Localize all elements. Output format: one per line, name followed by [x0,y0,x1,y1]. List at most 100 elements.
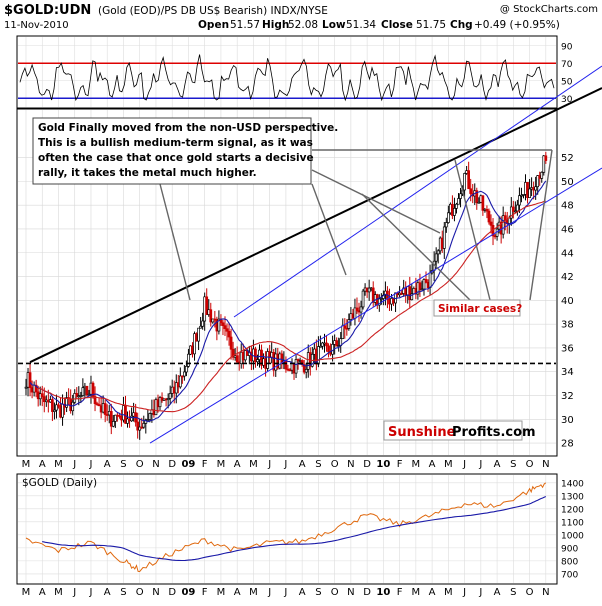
price-candle-body [211,318,215,323]
rsi-layer [18,54,556,102]
price-x-tick-label: D [168,459,176,470]
price-candle-body [42,396,46,403]
price-candle-body [503,215,507,221]
price-x-tick-label: A [494,459,501,470]
lower-x-tick-label: A [39,587,46,598]
price-candle-body [518,195,521,206]
price-candle-body [469,188,473,194]
price-candle-body [140,426,144,429]
price-x-tick-label: M [54,459,63,470]
price-candle-body [542,155,546,173]
price-candle-body [489,221,493,226]
price-x-tick-label: 09 [181,459,195,470]
brand-box [383,420,523,441]
price-candle-body [87,393,91,396]
price-candle-body [154,399,158,416]
price-candle-body [181,375,184,378]
price-x-tick-label: O [331,459,339,470]
price-candle-body [221,322,225,326]
price-x-tick-label: F [397,459,403,470]
price-candle-body [53,409,56,412]
price-x-tick-label: S [120,459,126,470]
lower-x-tick-label: J [283,587,287,598]
lower-y-tick-label: 800 [561,557,578,567]
lower-x-tick-label: A [429,587,436,598]
price-candle-body [424,279,428,283]
note-line-3: often the case that once gold starts a d… [38,152,314,164]
lower-y-tick-label: 700 [561,570,578,580]
similar-cases-label: Similar cases? [438,303,522,315]
price-y-tick-label: 52 [561,153,574,164]
price-candle-body [319,345,322,348]
price-candle-body [225,328,229,332]
lower-x-tick-label: M [54,587,63,598]
price-x-tick-label: O [136,459,144,470]
note-line-1: Gold Finally moved from the non-USD pers… [38,122,338,134]
price-candle-body [436,250,440,255]
price-candle-body [457,198,460,205]
price-candle-body [79,395,83,397]
price-y-tick-label: 38 [561,320,574,331]
price-x-tick-label: A [39,459,46,470]
price-y-tick-label: 48 [561,201,574,212]
price-candle-body [304,368,308,373]
price-candle-body [158,397,162,408]
lower-x-tick-label: F [397,587,403,598]
open-label: Open [198,19,229,31]
price-candle-body [296,359,300,362]
price-candle-body [509,206,513,219]
price-candle-body [260,349,263,366]
price-candle-body [487,210,491,223]
lower-x-tick-label: N [542,587,549,598]
price-x-tick-label: J [462,459,466,470]
price-candle-body [325,342,328,347]
price-y-tick-label: 28 [561,439,574,450]
price-y-tick-label: 42 [561,272,574,283]
upper-trend-channel-line [233,65,602,318]
price-candle-body [28,372,32,388]
lower-x-tick-label: D [168,587,176,598]
price-candle-body [142,423,146,428]
similar-pointer-3 [529,149,553,301]
price-candle-body [34,384,38,393]
chart-credit: @ StockCharts.com [500,4,598,15]
price-candle-body [168,393,172,399]
price-candle-body [507,217,511,224]
lower-x-tick-label: A [104,587,111,598]
price-candle-body [136,421,140,431]
price-candle-body [183,371,186,377]
lower-x-tick-label: A [299,587,306,598]
price-candle-body [256,359,259,363]
low-label: Low [322,19,346,31]
high-label: High [262,19,289,31]
lower-x-tick-label: J [462,587,466,598]
price-candle-body [475,190,479,203]
price-candle-body [377,298,381,306]
chg-value: +0.49 (+0.95%) [474,19,560,31]
chart-symbol: $GOLD:UDN [4,3,91,18]
price-candle-body [410,293,414,301]
lower-x-tick-label: J [267,587,271,598]
price-x-tick-label: N [152,459,159,470]
price-candle-body [467,170,471,190]
lower-x-tick-label: N [152,587,159,598]
annotation-box [32,117,312,185]
price-candle-body [85,385,89,396]
price-x-tick-label: M [444,459,453,470]
lower-x-tick-label: M [444,587,453,598]
lower-x-tick-label: O [136,587,144,598]
price-candle-body [197,327,200,342]
price-candle-body [266,351,269,369]
chart-date: 11-Nov-2010 [4,20,69,31]
price-candle-body [408,286,412,301]
price-candle-body [93,396,97,404]
price-candle-body [209,309,213,323]
lower-x-tick-label: J [478,587,482,598]
price-candle-body [280,353,284,363]
price-layer [18,65,602,444]
price-candle-body [455,203,458,209]
price-candle-body [516,204,519,212]
lower-x-tick-label: 09 [181,587,195,598]
similar-cases-box [433,299,521,317]
